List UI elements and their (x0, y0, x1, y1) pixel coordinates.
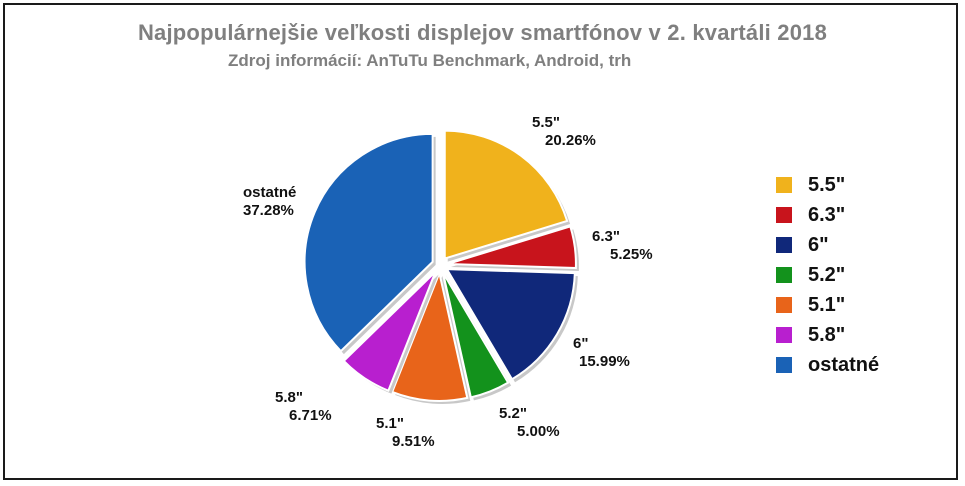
pie-slice (443, 129, 569, 260)
legend-item: 6" (776, 230, 879, 260)
slice-label-name: 6" (573, 335, 588, 352)
legend-label: 5.8" (808, 323, 846, 346)
legend-item: 6.3" (776, 200, 879, 230)
legend-swatch (776, 327, 792, 343)
slice-label-name: 5.5" (532, 114, 560, 131)
chart-subtitle: Zdroj informácií: AnTuTu Benchmark, Andr… (228, 51, 632, 70)
slice-label-value: 20.26% (545, 132, 596, 149)
slice-label-value: 5.25% (610, 246, 653, 263)
legend-swatch (776, 207, 792, 223)
slice-label-value: 5.00% (517, 423, 560, 440)
slice-label-name: 6.3" (592, 228, 620, 245)
legend-item: 5.1" (776, 290, 879, 320)
pie-slice (390, 269, 469, 402)
legend-swatch (776, 297, 792, 313)
legend-label: 5.1" (808, 293, 846, 316)
slice-label-name: 5.1" (376, 415, 404, 432)
slice-label-value: 9.51% (392, 433, 435, 450)
slice-label-name: ostatné (243, 184, 296, 201)
slice-label-name: 5.2" (499, 405, 527, 422)
legend-item: 5.2" (776, 260, 879, 290)
pie-slice (303, 132, 434, 353)
legend-swatch (776, 267, 792, 283)
slice-label-value: 37.28% (243, 202, 294, 219)
pie-slice (445, 268, 576, 381)
slice-label-value: 6.71% (289, 407, 332, 424)
pie-slice (441, 271, 510, 399)
legend-label: 6" (808, 233, 829, 256)
legend-swatch (776, 237, 792, 253)
legend-item: ostatné (776, 350, 879, 380)
legend-item: 5.8" (776, 320, 879, 350)
slice-label-name: 5.8" (275, 389, 303, 406)
chart-legend: 5.5" 6.3" 6" 5.2" 5.1" 5.8" ostatné (776, 170, 879, 380)
chart-title: Najpopulárnejšie veľkosti displejov smar… (137, 20, 828, 45)
pie-slice (447, 225, 577, 270)
legend-swatch (776, 177, 792, 193)
legend-item: 5.5" (776, 170, 879, 200)
pie-slice (342, 270, 437, 392)
slice-label-value: 15.99% (579, 353, 630, 370)
legend-label: 5.5" (808, 173, 846, 196)
legend-label: ostatné (808, 353, 880, 376)
legend-swatch (776, 357, 792, 373)
legend-label: 5.2" (808, 263, 846, 286)
legend-label: 6.3" (808, 203, 846, 226)
